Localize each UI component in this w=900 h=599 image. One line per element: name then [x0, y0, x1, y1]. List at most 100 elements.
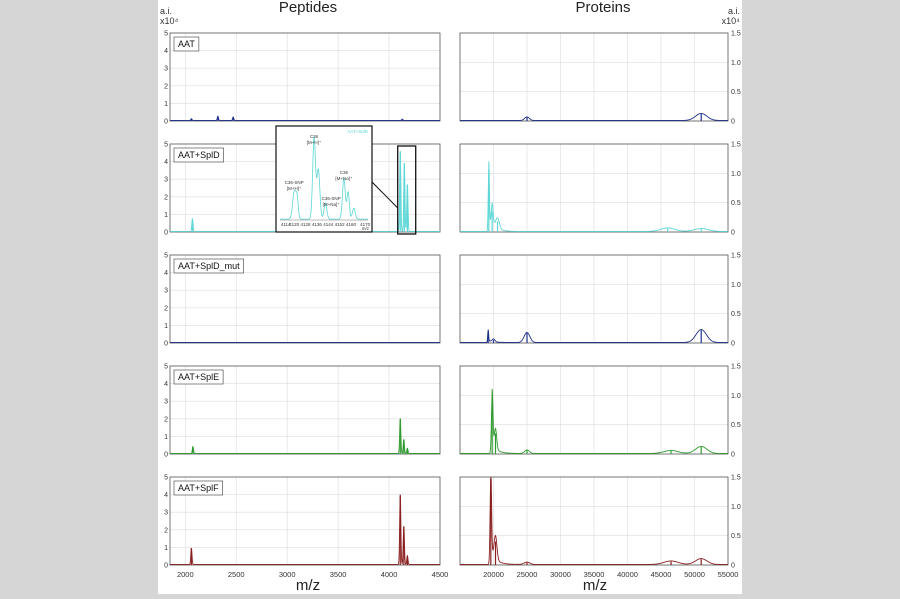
y-tick-label: 5	[164, 142, 168, 149]
plot-frame	[169, 32, 441, 122]
peptides-panel-aat-sple: 0 1 2 3 4 5 AAT+SplE	[164, 364, 441, 459]
y-tick-label: 1.5	[731, 475, 741, 482]
inset-x-tick-label: 4136	[312, 222, 323, 227]
peptides-panel-aat-splf: 0 1 2 3 4 5 AAT+SplF 2000 2500 3000 3500 4000 4500	[164, 475, 448, 580]
x-tick-label: 3500	[330, 570, 347, 579]
y-tick-label: 3	[164, 399, 168, 406]
inset-x-tick-label: 4114	[281, 222, 291, 227]
proteins-panel-aat-spld-mut: 0 0.5 1.0 1.5	[459, 253, 741, 348]
plot-frame	[169, 476, 441, 566]
inset-annotation: [M+H]⁺	[287, 186, 302, 191]
inset-x-tick-label: 4120	[289, 222, 300, 227]
y-tick-label: 1	[164, 545, 168, 552]
spectrum-line-aat	[170, 115, 440, 121]
x-tick-label: 2500	[228, 570, 245, 579]
y-tick-label: 3	[164, 288, 168, 295]
inset-annotation: C36	[310, 134, 319, 139]
y-tick-label: 2	[164, 416, 168, 423]
inset-annotation: C36	[340, 170, 349, 175]
panel-label-text: AAT+SplE	[178, 372, 219, 382]
y-tick-label: 1.5	[731, 142, 741, 149]
y-tick-label: 0	[731, 230, 735, 237]
y-tick-label: 4	[164, 48, 168, 55]
panel-label-box	[173, 258, 244, 274]
x-tick-label: 20000	[483, 570, 504, 579]
zoom-box	[397, 145, 417, 235]
y-tick-label: 0.5	[731, 533, 741, 540]
inset-x-tick-label: 4160	[346, 222, 357, 227]
proteins-panel-aat-splf: 0 0.5 1.0 1.5 20000 25000 30000 35000 40000 45000…	[459, 475, 741, 579]
plot-frame	[169, 254, 441, 344]
plot-frame	[169, 365, 441, 455]
y-tick-label: 1.0	[731, 171, 741, 178]
inset-annotation: C36-SNP	[285, 180, 304, 185]
panel-label-box	[173, 369, 224, 385]
proteins-title: Proteins	[575, 0, 630, 16]
y-tick-label: 0	[164, 341, 168, 348]
left-unit-line1: a.i.	[160, 6, 172, 16]
y-tick-label: 0	[731, 452, 735, 459]
spectrum-line-aat-spld-mut	[460, 329, 728, 343]
y-tick-label: 1.5	[731, 364, 741, 371]
panel-label-box	[173, 147, 224, 163]
panel-label-text: AAT+SplF	[178, 483, 219, 493]
y-tick-label: 1.0	[731, 393, 741, 400]
peptides-panel-aat-spld-mut: 0 1 2 3 4 5 AAT+SplD_mut	[164, 253, 441, 348]
x-tick-label: 25000	[517, 570, 538, 579]
y-tick-label: 5	[164, 475, 168, 482]
y-tick-label: 0	[731, 119, 735, 126]
inset-annotation: [M+Na]⁺	[335, 176, 353, 181]
spectrum-line-aat-sple	[460, 388, 728, 454]
panels: 0 1 2 3 4 5 AAT 0 1 2 3 4 5 AAT+SplD 0 1 2 3 4 5 AAT+SplD_mu…	[164, 31, 741, 580]
panel-label-box	[173, 480, 223, 496]
plot-frame	[459, 365, 729, 455]
y-tick-label: 2	[164, 527, 168, 534]
y-tick-label: 1.5	[731, 253, 741, 260]
y-tick-label: 1	[164, 434, 168, 441]
proteins-panel-aat-spld: 0 0.5 1.0 1.5	[459, 142, 741, 237]
y-tick-label: 2	[164, 194, 168, 201]
plot-frame	[459, 32, 729, 122]
y-tick-label: 5	[164, 253, 168, 260]
x-tick-label: 4000	[381, 570, 398, 579]
y-tick-label: 2	[164, 83, 168, 90]
spectrum-line-aat-spld	[460, 161, 728, 232]
y-tick-label: 4	[164, 381, 168, 388]
panel-label: AAT	[173, 36, 200, 52]
inset-annotation: [M+H]⁺	[307, 140, 322, 145]
inset-series-label: AAT+SplD	[347, 129, 369, 134]
inset-x-tick-label: 4170	[360, 222, 371, 227]
panel-label-text: AAT	[178, 39, 195, 49]
y-tick-label: 4	[164, 270, 168, 277]
y-tick-label: 0	[731, 341, 735, 348]
inset-x-unit: m/z	[362, 226, 370, 231]
peptides-title: Peptides	[279, 0, 337, 16]
y-tick-label: 0.5	[731, 311, 741, 318]
y-tick-label: 3	[164, 66, 168, 73]
y-tick-label: 3	[164, 177, 168, 184]
y-tick-label: 0	[164, 230, 168, 237]
y-tick-label: 1.0	[731, 282, 741, 289]
y-tick-label: 5	[164, 31, 168, 38]
spectrum-line-aat-splf	[460, 476, 728, 565]
x-tick-label: 2000	[177, 570, 194, 579]
y-tick-label: 1.0	[731, 504, 741, 511]
y-tick-label: 0.5	[731, 422, 741, 429]
right-unit-line2: x10⁴	[722, 16, 741, 26]
x-tick-label: 45000	[651, 570, 672, 579]
inset-x-tick-label: 4128	[301, 222, 312, 227]
panel-label: AAT+SplF	[173, 480, 223, 496]
panel-label-box	[173, 36, 200, 52]
y-tick-label: 1	[164, 101, 168, 108]
plot-frame	[459, 254, 729, 344]
y-tick-label: 0.5	[731, 89, 741, 96]
x-tick-label: 55000	[718, 570, 739, 579]
y-tick-label: 4	[164, 159, 168, 166]
inset-frame	[275, 125, 373, 233]
y-tick-label: 0	[164, 563, 168, 570]
peptides-xlabel: m/z	[296, 577, 320, 594]
y-tick-label: 1	[164, 323, 168, 330]
spectrum-line-aat-splf	[170, 495, 440, 565]
plot-frame	[459, 143, 729, 233]
spectrum-line-aat-sple	[170, 417, 440, 454]
